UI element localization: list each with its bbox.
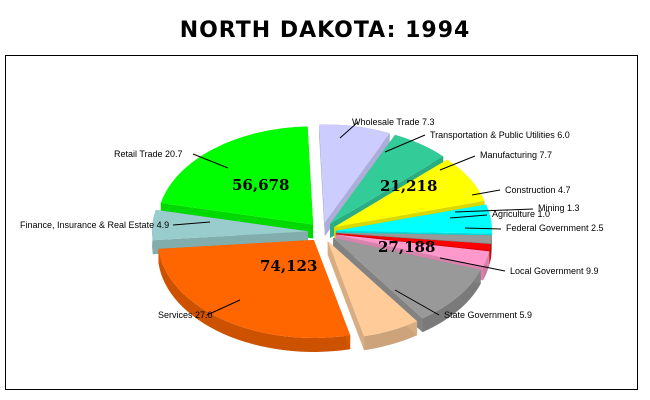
slice-label: Federal Government 2.5 [506, 223, 604, 233]
chart-title: NORTH DAKOTA: 1994 [179, 18, 471, 43]
leader-line [339, 121, 359, 139]
data-label-value: 27,188 [378, 238, 435, 256]
pie-slices [152, 124, 492, 352]
slice-label: Agriculture 1.0 [492, 209, 550, 219]
data-label-value: 74,123 [260, 257, 317, 275]
slice-label: Wholesale Trade 7.3 [352, 117, 435, 127]
leader-line [206, 299, 241, 316]
leader-line [384, 134, 426, 153]
slice-label: Manufacturing 7.7 [480, 150, 552, 160]
slice-label: Transportation & Public Utilities 6.0 [430, 130, 570, 140]
pie-slice-state-government [327, 240, 418, 351]
leader-line [454, 208, 534, 213]
leader-line [192, 153, 229, 169]
data-label-value: 21,218 [380, 177, 437, 195]
leader-line [394, 289, 440, 316]
pie-slice-services [158, 239, 351, 352]
slice-labels: Wholesale Trade 7.3 Transportation & Publ… [20, 117, 604, 320]
leader-lines [172, 121, 534, 316]
leader-line [471, 189, 501, 196]
slice-label: Local Government 9.9 [510, 266, 599, 276]
slice-label: Retail Trade 20.7 [114, 149, 183, 159]
slice-label: Mining 1.3 [538, 203, 580, 213]
slice-label: Finance, Insurance & Real Estate 4.9 [20, 220, 169, 230]
leader-line [449, 214, 488, 219]
slice-label: Construction 4.7 [505, 185, 571, 195]
leader-line [464, 227, 502, 230]
slice-label: Services 27.0 [158, 310, 213, 320]
pie-slice-wholesale-trade [319, 124, 390, 237]
slice-label: State Government 5.9 [444, 310, 532, 320]
leader-line [172, 221, 211, 226]
chart-frame [5, 55, 638, 390]
leader-line [439, 257, 506, 272]
data-label-value: 56,678 [232, 176, 289, 194]
leader-line [439, 155, 476, 171]
data-labels: 56,678 21,218 27,188 74,123 [232, 176, 437, 275]
